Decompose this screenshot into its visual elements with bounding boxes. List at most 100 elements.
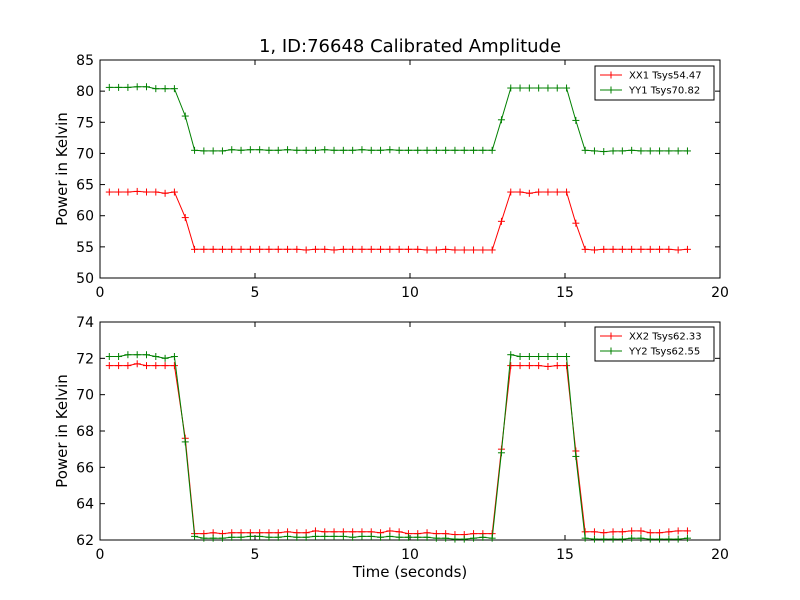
data-point-marker bbox=[124, 83, 132, 91]
data-point-marker bbox=[377, 533, 385, 541]
data-point-marker bbox=[293, 146, 301, 154]
data-point-marker bbox=[683, 245, 691, 253]
legend-label: XX1 Tsys54.47 bbox=[629, 71, 702, 82]
data-point-marker bbox=[646, 147, 654, 155]
data-point-marker bbox=[563, 362, 571, 370]
data-point-marker bbox=[572, 219, 580, 227]
data-point-marker bbox=[339, 532, 347, 540]
data-point-marker bbox=[200, 534, 208, 542]
y-tick-label: 65 bbox=[76, 178, 94, 194]
data-point-marker bbox=[674, 147, 682, 155]
data-point-marker bbox=[665, 245, 673, 253]
data-point-marker bbox=[170, 353, 178, 361]
x-tick-label: 5 bbox=[251, 547, 260, 563]
data-point-marker bbox=[516, 353, 524, 361]
data-point-marker bbox=[152, 85, 160, 93]
data-point-marker bbox=[284, 146, 292, 154]
data-point-marker bbox=[386, 146, 394, 154]
data-point-marker bbox=[563, 353, 571, 361]
data-point-marker bbox=[256, 245, 264, 253]
x-tick-label: 20 bbox=[711, 285, 729, 301]
x-axis-label: Time (seconds) bbox=[352, 563, 468, 581]
data-point-marker bbox=[581, 245, 589, 253]
data-point-marker bbox=[330, 246, 338, 254]
data-point-marker bbox=[451, 535, 459, 543]
data-point-marker bbox=[479, 146, 487, 154]
data-point-marker bbox=[367, 532, 375, 540]
data-point-marker bbox=[209, 245, 217, 253]
legend-box bbox=[594, 65, 715, 101]
data-point-marker bbox=[395, 533, 403, 541]
data-point-marker bbox=[637, 534, 645, 542]
data-point-marker bbox=[237, 146, 245, 154]
legend-label: YY1 Tsys70.82 bbox=[628, 86, 700, 97]
data-point-marker bbox=[488, 146, 496, 154]
data-point-marker bbox=[302, 146, 310, 154]
data-point-marker bbox=[553, 362, 561, 370]
y-tick-label: 70 bbox=[76, 388, 94, 404]
data-point-marker bbox=[665, 535, 673, 543]
data-point-marker bbox=[302, 246, 310, 254]
data-point-marker bbox=[115, 188, 123, 196]
data-point-marker bbox=[170, 85, 178, 93]
data-point-marker bbox=[423, 246, 431, 254]
data-point-marker bbox=[423, 533, 431, 541]
data-point-marker bbox=[191, 146, 199, 154]
data-point-marker bbox=[209, 147, 217, 155]
data-point-marker bbox=[507, 362, 515, 370]
y-tick-label: 64 bbox=[76, 497, 94, 513]
data-point-marker bbox=[170, 188, 178, 196]
data-point-marker bbox=[590, 246, 598, 254]
data-point-marker bbox=[609, 147, 617, 155]
data-point-marker bbox=[507, 351, 515, 359]
data-point-marker bbox=[377, 245, 385, 253]
data-point-marker bbox=[105, 83, 113, 91]
data-point-marker bbox=[618, 147, 626, 155]
data-point-marker bbox=[237, 533, 245, 541]
data-point-marker bbox=[414, 533, 422, 541]
y-axis-label: Power in Kelvin bbox=[53, 374, 71, 488]
series-line bbox=[109, 190, 688, 251]
chart-title: 1, ID:76648 Calibrated Amplitude bbox=[259, 36, 561, 57]
top-plot-panel: 0 5 10 15 20 50 55 60 65 70 75 80 85 Power in Kelvin X… bbox=[53, 53, 729, 301]
data-point-marker bbox=[442, 534, 450, 542]
data-point-marker bbox=[358, 245, 366, 253]
data-point-marker bbox=[553, 353, 561, 361]
data-point-marker bbox=[143, 351, 150, 359]
data-point-marker bbox=[105, 188, 113, 196]
data-point-marker bbox=[479, 246, 487, 254]
data-point-marker bbox=[628, 146, 636, 154]
x-tick-label: 5 bbox=[251, 285, 260, 301]
data-point-marker bbox=[628, 245, 636, 253]
y-tick-label: 66 bbox=[76, 460, 94, 476]
data-point-marker bbox=[181, 214, 189, 222]
data-point-marker bbox=[470, 146, 478, 154]
data-point-marker bbox=[609, 245, 617, 253]
x-tick-label: 15 bbox=[556, 547, 574, 563]
data-point-marker bbox=[404, 245, 412, 253]
y-tick-label: 55 bbox=[76, 240, 94, 256]
data-point-marker bbox=[386, 532, 394, 540]
data-point-marker bbox=[423, 146, 431, 154]
data-point-marker bbox=[161, 85, 169, 93]
data-point-marker bbox=[683, 147, 691, 155]
data-point-marker bbox=[311, 146, 319, 154]
data-point-marker bbox=[656, 529, 664, 537]
data-point-marker bbox=[152, 188, 160, 196]
legend: XX2 Tsys62.33 YY2 Tsys62.55 bbox=[594, 326, 715, 362]
data-point-marker bbox=[274, 146, 282, 154]
data-point-marker bbox=[581, 146, 589, 154]
data-point-marker bbox=[209, 534, 217, 542]
data-point-marker bbox=[590, 535, 598, 543]
data-point-marker bbox=[218, 534, 226, 542]
data-point-marker bbox=[321, 245, 329, 253]
data-point-marker bbox=[377, 146, 385, 154]
data-point-marker bbox=[600, 148, 608, 156]
data-point-marker bbox=[152, 353, 160, 361]
data-point-marker bbox=[256, 146, 264, 154]
y-tick-label: 60 bbox=[76, 209, 94, 225]
data-point-marker bbox=[228, 146, 236, 154]
data-point-marker bbox=[143, 362, 150, 370]
data-point-marker bbox=[321, 532, 329, 540]
